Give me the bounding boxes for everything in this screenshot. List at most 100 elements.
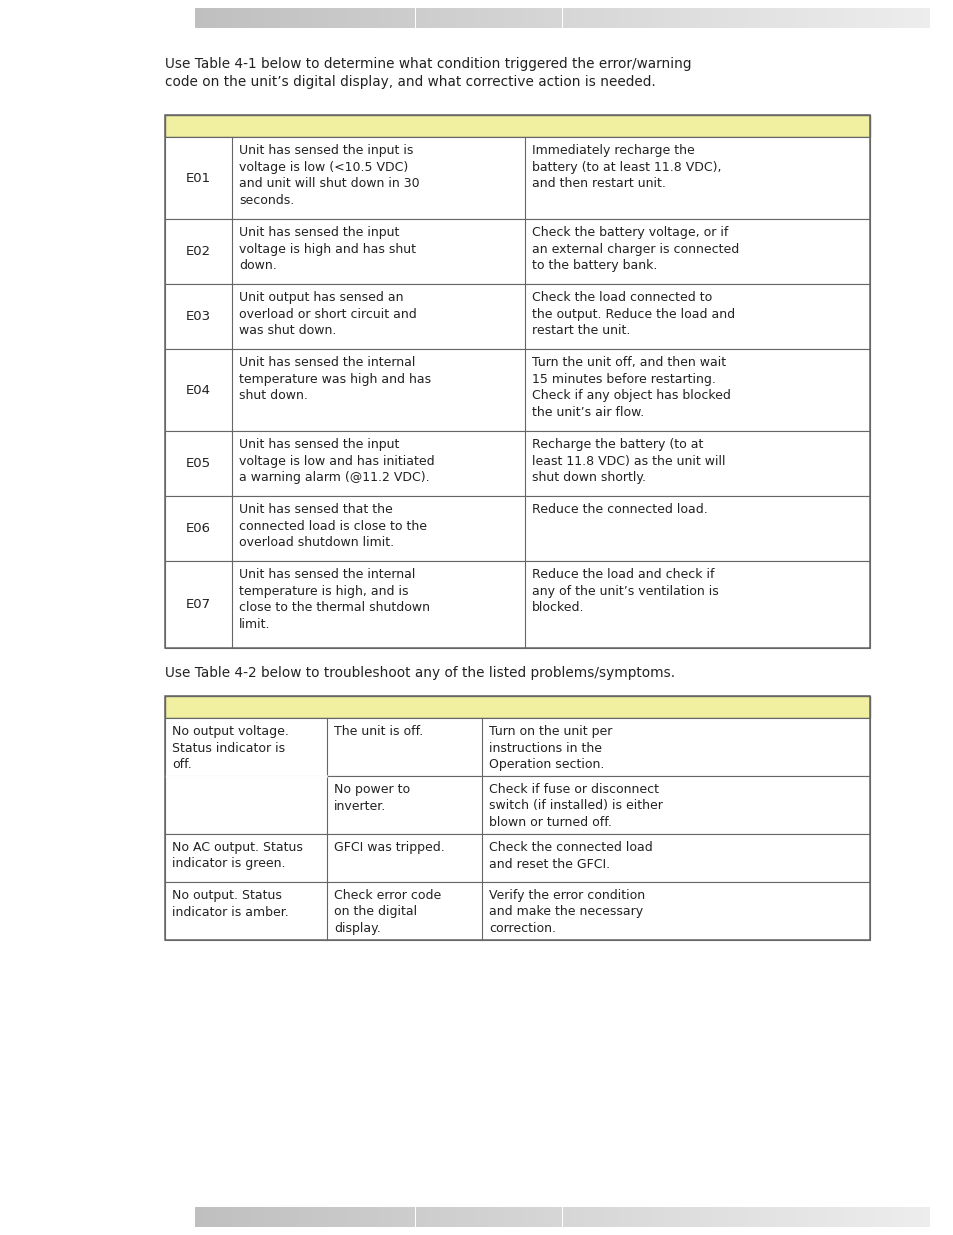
Bar [404,1207,408,1228]
Bar [434,1207,437,1228]
Bar [687,1207,690,1228]
Bar [804,1207,808,1228]
Bar [624,1207,628,1228]
Bar [250,7,253,28]
Bar [801,1207,804,1228]
Bar [364,7,367,28]
Bar [507,7,511,28]
Bar [555,7,558,28]
Text: The unit is off.: The unit is off. [334,725,423,739]
Bar [793,1207,797,1228]
Bar [210,1207,213,1228]
Bar [301,7,305,28]
Bar [900,1207,903,1228]
Bar [440,1207,444,1228]
Bar [371,1207,375,1228]
Bar [297,1207,301,1228]
Bar [741,1207,745,1228]
Bar [418,1207,422,1228]
Bar [863,1207,866,1228]
Bar [793,7,797,28]
Bar [870,1207,874,1228]
Bar [698,7,701,28]
Bar [922,7,925,28]
Bar [360,7,364,28]
Bar [437,7,440,28]
Bar [687,7,690,28]
Bar [632,1207,636,1228]
Bar [426,1207,430,1228]
Bar [224,7,228,28]
Bar [521,7,525,28]
Text: Turn the unit off, and then wait
15 minutes before restarting.
Check if any obje: Turn the unit off, and then wait 15 minu… [532,356,730,419]
Text: Check the connected load
and reset the GFCI.: Check the connected load and reset the G… [489,841,652,871]
Bar [591,1207,595,1228]
Bar [782,7,786,28]
Bar [903,1207,907,1228]
Bar [246,7,250,28]
Bar [341,1207,345,1228]
Bar [477,7,481,28]
Bar [400,7,404,28]
Bar [540,7,543,28]
Bar [860,1207,863,1228]
Bar [713,1207,716,1228]
Bar [356,1207,360,1228]
Bar [165,115,869,137]
Bar [841,1207,844,1228]
Text: Unit output has sensed an
overload or short circuit and
was shut down.: Unit output has sensed an overload or sh… [239,291,416,337]
Bar [253,7,257,28]
Bar [217,7,220,28]
Bar [448,7,452,28]
Bar [866,7,870,28]
Bar [786,1207,789,1228]
Bar [477,1207,481,1228]
Bar [577,7,580,28]
Bar [848,7,852,28]
Bar [474,1207,477,1228]
Bar [701,1207,705,1228]
Bar [885,7,888,28]
Bar [878,7,882,28]
Bar [866,1207,870,1228]
Bar [515,1207,517,1228]
Bar [268,1207,272,1228]
Bar [598,1207,602,1228]
Bar [422,7,426,28]
Bar [396,7,400,28]
Bar [499,1207,503,1228]
Bar [437,1207,440,1228]
Bar [323,1207,327,1228]
Bar [885,1207,888,1228]
Bar [874,1207,878,1228]
Text: Turn on the unit per
instructions in the
Operation section.: Turn on the unit per instructions in the… [489,725,612,771]
Bar [319,1207,323,1228]
Bar [165,561,869,648]
Bar [782,1207,786,1228]
Bar [202,7,206,28]
Bar [676,1207,679,1228]
Bar [313,7,316,28]
Bar [918,7,922,28]
Bar [860,7,863,28]
Bar [452,7,456,28]
Bar [537,7,540,28]
Bar [297,7,301,28]
Text: Recharge the battery (to at
least 11.8 VDC) as the unit will
shut down shortly.: Recharge the battery (to at least 11.8 V… [532,438,724,484]
Bar [418,7,422,28]
Text: E03: E03 [186,310,211,324]
Bar [617,7,620,28]
Bar [452,1207,456,1228]
Bar [448,1207,452,1228]
Bar [489,1207,492,1228]
Bar [739,7,741,28]
Bar [569,1207,573,1228]
Bar [456,1207,459,1228]
Bar [672,7,676,28]
Bar [408,7,412,28]
Text: Check if fuse or disconnect
switch (if installed) is either
blown or turned off.: Check if fuse or disconnect switch (if i… [489,783,662,829]
Bar [496,1207,499,1228]
Bar [466,7,470,28]
Bar [408,1207,412,1228]
Bar [253,1207,257,1228]
